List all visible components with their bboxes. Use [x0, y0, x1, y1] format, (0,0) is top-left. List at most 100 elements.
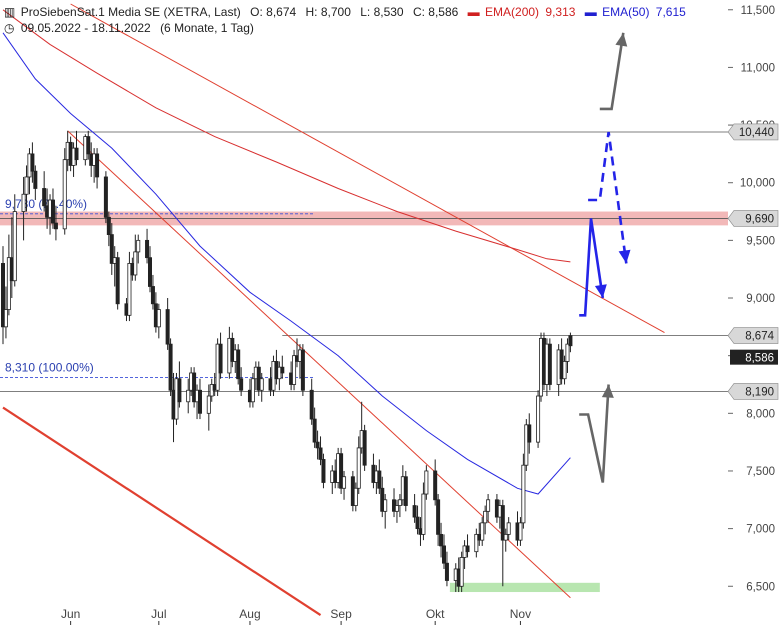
level-price-label: 9,690: [745, 213, 774, 225]
candle-body: [474, 533, 479, 553]
candle-body: [441, 545, 446, 564]
candle-body: [486, 499, 491, 512]
candle-body: [503, 533, 508, 541]
candle-body: [150, 286, 155, 305]
ema50-label: EMA(50): [602, 5, 650, 19]
ema200-label: EMA(200): [485, 5, 540, 19]
y-tick-label: 9,000: [746, 293, 775, 305]
candle-body: [339, 453, 344, 489]
candle-body: [412, 505, 417, 518]
candle-body: [280, 366, 285, 374]
x-tick-label: Jun: [61, 607, 80, 621]
level-price-tag: [727, 210, 779, 227]
ema-layer: [2, 9, 571, 495]
y-tick-label: 11,000: [741, 62, 775, 74]
ema50-value: 7,615: [655, 5, 686, 19]
clock-icon: ◷: [4, 21, 15, 35]
candle-body: [415, 516, 420, 530]
trendline: [67, 130, 571, 599]
chart-header-line1: ▥ ProSiebenSat.1 Media SE (XETRA, Last) …: [4, 5, 692, 19]
candle-body: [239, 378, 244, 391]
level-price-tag: [727, 327, 779, 344]
candle-body: [12, 211, 17, 282]
candle-body: [6, 257, 11, 310]
candle-body: [377, 470, 382, 489]
level-labels-layer: 8,586 10,440 9,690 8,674 8,190: [727, 123, 779, 400]
candle-body: [465, 545, 470, 553]
candle-body: [24, 176, 29, 195]
candle-body: [444, 562, 449, 581]
symbol-title: ProSiebenSat.1 Media SE (XETRA, Last): [20, 5, 241, 19]
candle-body: [53, 222, 58, 230]
candle-body: [250, 378, 255, 403]
x-tick-label: Jul: [151, 607, 166, 621]
candle-body: [309, 389, 314, 420]
ema200-icon: ▬: [467, 5, 480, 19]
y-tick-label: 10,000: [740, 178, 775, 190]
candle-body: [362, 430, 367, 466]
candle-body: [127, 263, 132, 316]
x-tick-label: Okt: [426, 607, 445, 621]
candle-body: [106, 216, 111, 235]
x-tick-label: Aug: [239, 607, 260, 621]
candle-body: [103, 176, 108, 218]
candle-body: [403, 476, 408, 506]
candle-body: [3, 309, 8, 328]
candle-body: [521, 464, 526, 524]
scenario-arrowhead: [601, 384, 614, 398]
candle-body: [300, 349, 305, 391]
trendline: [70, 3, 665, 334]
levels-layer: [0, 131, 728, 392]
candle-body: [315, 441, 320, 449]
level-price-label: 8,674: [745, 331, 774, 343]
scenarios-layer: [579, 32, 631, 483]
period-info: (6 Monate, 1 Tag): [160, 21, 254, 35]
x-tick-label: Sep: [330, 607, 352, 621]
ema50-line: [2, 32, 571, 495]
y-tick-label: 7,500: [746, 466, 775, 478]
candle-body: [62, 159, 67, 230]
candle-body: [109, 234, 114, 264]
y-tick-label: 6,500: [746, 581, 775, 593]
scenario-arrowhead: [618, 249, 631, 264]
y-tick-label: 11,500: [741, 5, 775, 17]
axis-layer: 6,5007,0007,5008,0008,5009,0009,50010,00…: [61, 5, 775, 625]
low-value: L: 8,530: [360, 5, 404, 19]
candle-body: [259, 378, 264, 391]
scenario-arrowhead: [615, 32, 628, 47]
scenario-path: [579, 384, 610, 483]
high-value: H: 8,700: [305, 5, 351, 19]
candle-icon: ▥: [4, 5, 16, 19]
x-tick-label: Nov: [510, 607, 531, 621]
candle-body: [165, 309, 170, 345]
ema50-icon: ▬: [584, 5, 597, 19]
candle-body: [524, 424, 529, 466]
candle-body: [236, 349, 241, 380]
candle-body: [439, 533, 444, 547]
candle-body: [145, 239, 150, 259]
support-zone: [449, 582, 600, 593]
candle-body: [562, 361, 567, 380]
y-tick-label: 7,000: [746, 524, 775, 536]
candle-body: [353, 487, 358, 506]
ema200-line: [2, 9, 571, 263]
candle-body: [74, 147, 79, 161]
candle-body: [177, 378, 182, 403]
candle-body: [500, 505, 505, 541]
candle-body: [480, 522, 485, 541]
candle-body: [433, 470, 438, 501]
candle-body: [394, 505, 399, 512]
candle-body: [168, 343, 173, 391]
candle-body: [318, 447, 323, 460]
last-price-tag: [730, 349, 778, 365]
last-price-label: 8,586: [745, 353, 774, 365]
candle-body: [30, 153, 35, 172]
candle-body: [356, 447, 361, 489]
level-price-label: 10,440: [739, 127, 774, 139]
candle-body: [95, 153, 100, 178]
candle-body: [115, 257, 120, 305]
candle-body: [50, 199, 55, 224]
candles-layer: [0, 130, 573, 593]
level-price-tag: [727, 383, 779, 400]
